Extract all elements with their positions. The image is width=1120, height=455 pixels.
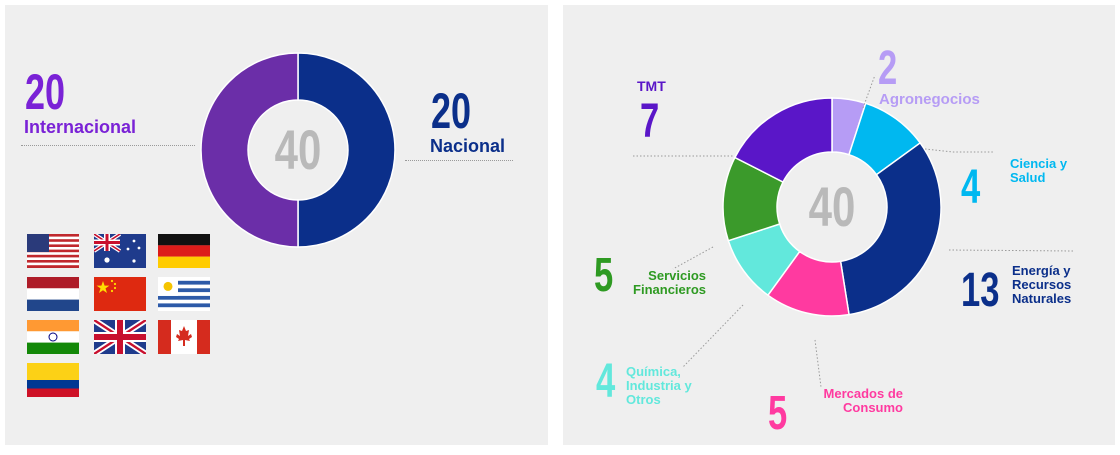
connector-ciencia [924,148,993,153]
nacional-internacional-panel: 40 20 Internacional 20 Nacional [5,5,548,445]
right-center-total: 40 [809,176,856,238]
quimica-value: 4 [596,355,616,408]
germany-flag [158,234,210,268]
left-slice-nacional [297,52,396,248]
mercados-value: 5 [768,387,788,440]
quimica-label-line: Química, [626,364,681,379]
connector-lines [633,74,1074,388]
left-center-total: 40 [275,119,322,181]
mercados-label-line: Mercados de [823,386,903,401]
connector-quimica [682,304,744,368]
nacional-divider [405,160,513,161]
energia-label-line: Naturales [1012,291,1072,306]
uk-flag [94,320,146,354]
connector-servicios [672,246,714,270]
connector-energia [948,249,1074,252]
uruguay-flag [158,277,210,311]
servicios-label-line: Financieros [633,282,706,297]
sector-panel: 40 TMT 7 2 Agronegocios 4 Ciencia y Salu… [563,5,1115,445]
connector-mercados [814,339,822,388]
internacional-divider [21,145,195,146]
usa-flag [27,234,79,268]
colombia-flag [27,363,79,397]
ciencia-label: Ciencia y Salud [1010,157,1067,185]
internacional-value: 20 [25,64,66,120]
servicios-label-line: Servicios [648,268,706,283]
left-slice-internacional [200,52,299,248]
tmt-value: 7 [640,95,660,148]
tmt-label: TMT [637,78,666,94]
energia-label-line: Recursos [1012,277,1072,292]
nacional-label: Nacional [430,136,506,156]
agronegocios-value: 2 [878,42,898,95]
internacional-label: Internacional [24,117,137,137]
ciencia-value: 4 [961,161,981,214]
canada-flag [158,320,210,354]
mercados-label: Mercados de Consumo [803,387,903,415]
australia-flag [94,234,146,268]
servicios-label: Servicios Financieros [611,269,706,297]
connector-agro [862,74,876,109]
quimica-label-line: Industria y [626,378,692,393]
servicios-value: 5 [594,249,614,302]
right-slice-tmt [733,97,833,184]
ciencia-label-line: Salud [1010,170,1046,185]
india-flag [27,320,79,354]
netherlands-flag [27,277,79,311]
energia-label-line: Energía y [1012,263,1071,278]
energia-label: Energía y Recursos Naturales [1012,264,1071,306]
china-flag [94,277,146,311]
quimica-label-line: Otros [626,392,661,407]
ciencia-label-line: Ciencia y [1010,156,1068,171]
right-slice-energía-y-recursos-naturales [839,141,942,316]
mercados-label-line: Consumo [843,400,903,415]
agronegocios-label: Agronegocios [879,91,980,108]
nacional-value: 20 [431,83,472,139]
donut-chart-nacional-internacional: 40 [200,52,396,248]
donut-chart-sectors: 40 [722,97,942,317]
quimica-label: Química, Industria y Otros [626,365,692,407]
energia-value: 13 [961,264,1000,317]
